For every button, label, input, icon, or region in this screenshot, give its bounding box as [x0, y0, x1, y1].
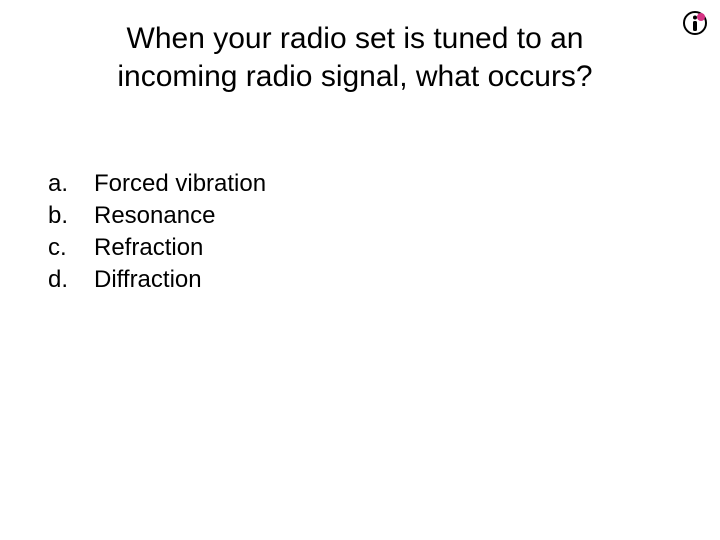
- question-line-2: incoming radio signal, what occurs?: [117, 60, 592, 93]
- options-list: a. Forced vibration b. Resonance c. Refr…: [48, 170, 266, 298]
- option-text: Forced vibration: [94, 170, 266, 198]
- question-text: When your radio set is tuned to an incom…: [70, 20, 640, 95]
- info-logo-icon: [682, 10, 708, 36]
- option-text: Diffraction: [94, 266, 202, 294]
- option-letter: a.: [48, 170, 94, 198]
- option-d: d. Diffraction: [48, 266, 266, 294]
- option-letter: d.: [48, 266, 94, 294]
- option-text: Resonance: [94, 202, 215, 230]
- question-line-1: When your radio set is tuned to an: [127, 22, 584, 55]
- option-b: b. Resonance: [48, 202, 266, 230]
- option-letter: c.: [48, 234, 94, 262]
- option-a: a. Forced vibration: [48, 170, 266, 198]
- option-c: c. Refraction: [48, 234, 266, 262]
- option-text: Refraction: [94, 234, 203, 262]
- option-letter: b.: [48, 202, 94, 230]
